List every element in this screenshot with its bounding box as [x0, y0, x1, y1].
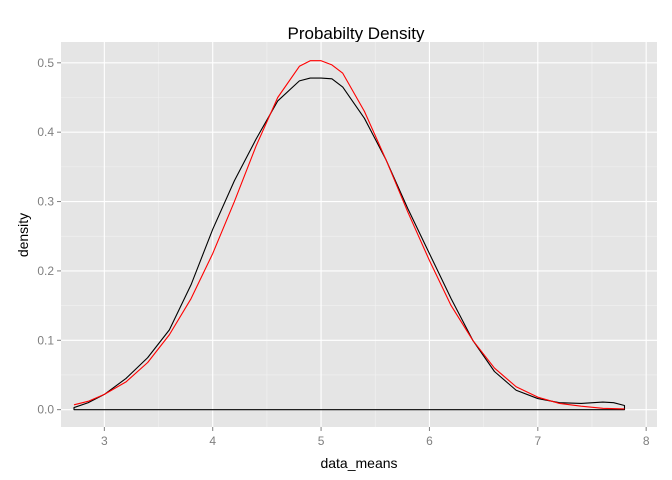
- y-tick-label: 0.1: [37, 333, 54, 347]
- y-axis-title: density: [15, 213, 31, 257]
- y-tick-label: 0.4: [37, 125, 54, 139]
- plot-panel: [61, 42, 657, 427]
- x-axis-ticks: 3 4 5 6 7 8: [101, 427, 650, 448]
- y-axis-ticks: 0.0 0.1 0.2 0.3 0.4 0.5: [37, 56, 61, 417]
- x-tick-label: 8: [643, 434, 650, 448]
- x-tick-label: 3: [101, 434, 108, 448]
- density-curves: [73, 60, 626, 411]
- minor-gridlines: [61, 42, 657, 427]
- y-tick-label: 0.2: [37, 264, 54, 278]
- x-tick-label: 6: [426, 434, 433, 448]
- y-tick-label: 0.0: [37, 403, 54, 417]
- chart-title: Probabilty Density: [287, 24, 425, 43]
- x-tick-label: 4: [209, 434, 216, 448]
- y-tick-label: 0.5: [37, 56, 54, 70]
- x-tick-label: 5: [318, 434, 325, 448]
- empirical-density-curve: [73, 77, 626, 411]
- major-gridlines: [61, 42, 657, 427]
- x-tick-label: 7: [534, 434, 541, 448]
- x-axis-title: data_means: [320, 455, 397, 471]
- y-tick-label: 0.3: [37, 195, 54, 209]
- normal-density-curve: [73, 60, 625, 410]
